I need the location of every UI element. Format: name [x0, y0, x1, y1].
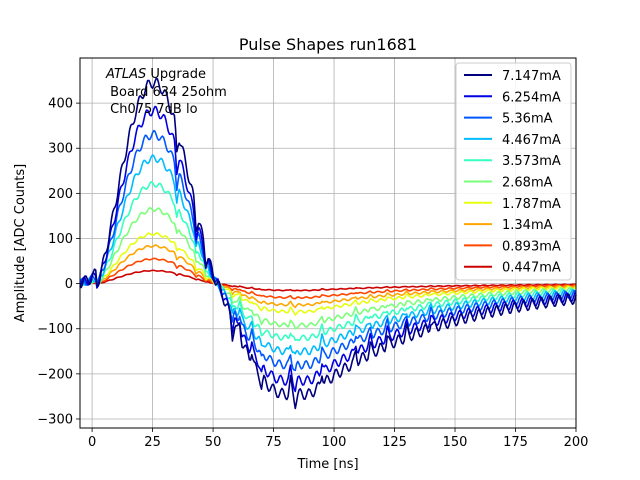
- legend-label: 7.147mA: [502, 69, 561, 84]
- annotation-atlas: ATLAS: [105, 67, 146, 82]
- y-tick-label: −200: [37, 367, 73, 382]
- plot-frame: [79, 57, 577, 429]
- series-line: [79, 77, 577, 410]
- legend: 7.147mA 6.254mA 5.36mA 4.467mA 3.573mA 2.68mA…: [455, 62, 572, 281]
- y-tick-label: 100: [48, 232, 73, 247]
- series-line: [79, 257, 577, 300]
- legend-label: 4.467mA: [502, 133, 561, 148]
- legend-label: 0.893mA: [502, 239, 561, 254]
- x-tick-label: 75: [265, 435, 282, 450]
- y-tick-label: 0: [65, 277, 73, 292]
- chart-title: Pulse Shapes run1681: [239, 35, 417, 54]
- x-tick-label: 25: [144, 435, 161, 450]
- svg-text:ATLAS Upgrade: ATLAS Upgrade: [105, 67, 206, 82]
- y-tick-label: −100: [37, 322, 73, 337]
- legend-label: 1.34mA: [502, 218, 553, 233]
- x-tick-label: 0: [88, 435, 96, 450]
- x-tick-label: 125: [382, 435, 407, 450]
- y-axis-label: Amplitude [ADC Counts]: [13, 164, 28, 322]
- x-axis-label: Time [ns]: [296, 457, 358, 472]
- x-tick-label: 150: [443, 435, 468, 450]
- x-tick-label: 175: [503, 435, 528, 450]
- y-tick-label: −300: [37, 412, 73, 427]
- series-line: [79, 129, 577, 372]
- series-line: [79, 244, 577, 309]
- y-tick-label: 200: [48, 187, 73, 202]
- legend-label: 6.254mA: [502, 90, 561, 105]
- series-lines: [79, 77, 577, 410]
- y-tick-label: 400: [48, 97, 73, 112]
- x-tick-label: 100: [322, 435, 347, 450]
- series-line: [79, 232, 577, 316]
- x-tick-label: 200: [564, 435, 589, 450]
- series-line: [79, 269, 577, 292]
- atlas-annotation: ATLAS Upgrade Board 634 25ohm Ch075 7dB …: [105, 67, 227, 117]
- series-line: [79, 154, 577, 356]
- x-axis-ticks: 0 25 50 75 100 125 150 175 200: [88, 428, 588, 450]
- y-tick-label: 300: [48, 142, 73, 157]
- annotation-channel: Ch075 7dB lo: [106, 102, 198, 117]
- legend-label: 1.787mA: [502, 197, 561, 212]
- legend-label: 0.447mA: [502, 261, 561, 276]
- annotation-board: Board 634 25ohm: [106, 85, 227, 100]
- series-line: [79, 206, 577, 330]
- series-line: [79, 105, 577, 393]
- legend-label: 3.573mA: [502, 154, 561, 169]
- legend-label: 5.36mA: [502, 112, 553, 127]
- y-axis-ticks: −300 −200 −100 0 100 200 300 400: [37, 97, 80, 427]
- x-tick-label: 50: [205, 435, 222, 450]
- annotation-upgrade: Upgrade: [146, 67, 206, 82]
- legend-label: 2.68mA: [502, 176, 553, 191]
